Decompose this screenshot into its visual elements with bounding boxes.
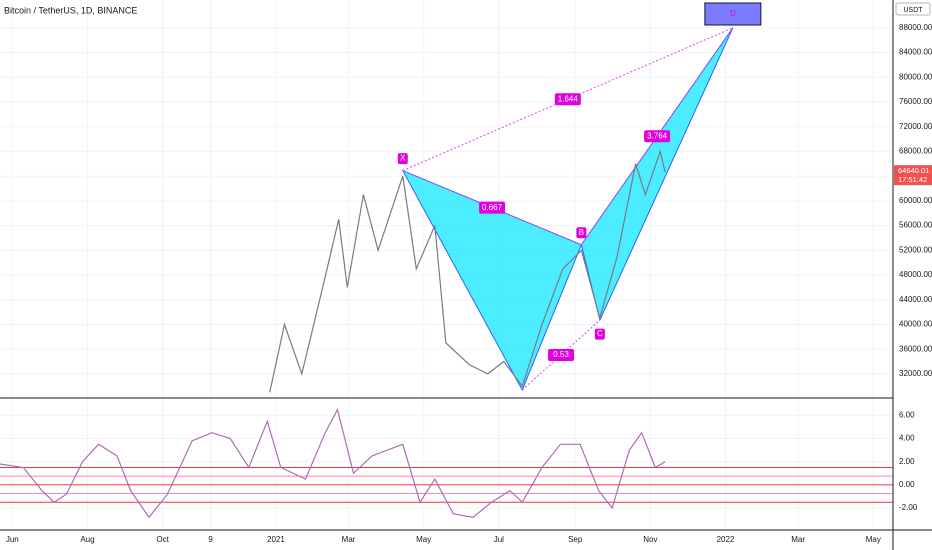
y-tick-label: 2.00 xyxy=(899,457,915,466)
x-tick-label: Aug xyxy=(80,535,94,544)
x-tick-label: Jul xyxy=(494,535,504,544)
y-tick-label: 80000.00 xyxy=(899,72,932,81)
y-tick-label: 56000.00 xyxy=(899,221,932,230)
x-tick-label: Jun xyxy=(6,535,19,544)
point-label: B xyxy=(579,228,584,237)
y-tick-label: 76000.00 xyxy=(899,97,932,106)
price-line xyxy=(0,407,666,519)
price-tag-value: 64640.01 xyxy=(898,166,929,175)
y-tick-label: 60000.00 xyxy=(899,196,932,205)
x-tick-label: May xyxy=(416,535,431,544)
y-tick-label: -2.00 xyxy=(899,503,918,512)
point-box xyxy=(576,227,587,239)
price-pane: X B C D 0.667 0.53 3.764 1.644 xyxy=(0,0,893,398)
ratio-box xyxy=(554,93,581,106)
x-tick-label: Nov xyxy=(643,535,657,544)
y-tick-label: 44000.00 xyxy=(899,295,932,304)
x-tick-label: 2021 xyxy=(267,535,285,544)
y-tick-label: 32000.00 xyxy=(899,369,932,378)
ratio-label: 0.53 xyxy=(553,350,569,359)
oscillator-pane xyxy=(0,398,893,530)
x-tick-label: Mar xyxy=(342,535,356,544)
y-tick-label: 36000.00 xyxy=(899,344,932,353)
ratio-box xyxy=(479,201,506,214)
point-box xyxy=(397,153,408,165)
y-tick-label: 52000.00 xyxy=(899,245,932,254)
point-box xyxy=(704,2,762,26)
point-box xyxy=(594,328,605,340)
y-tick-label: 48000.00 xyxy=(899,270,932,279)
x-tick-label: Oct xyxy=(156,535,169,544)
currency: USDT xyxy=(903,7,923,14)
ratio-box xyxy=(644,130,671,143)
y-tick-label: 68000.00 xyxy=(899,147,932,156)
price-tag xyxy=(894,165,932,186)
x-tick-label: 2022 xyxy=(717,535,735,544)
ratio-label: 1.644 xyxy=(558,94,579,103)
price-line xyxy=(269,149,666,393)
chart-title: Bitcoin / TetherUS, 1D, BINANCE xyxy=(4,5,137,15)
point-label: C xyxy=(597,329,603,338)
x-tick-label: Mar xyxy=(791,535,805,544)
y-tick-label: 40000.00 xyxy=(899,320,932,329)
ratio-label: 3.764 xyxy=(647,131,668,140)
currency-box xyxy=(895,2,931,16)
point-label: D xyxy=(730,9,736,18)
y-tick-label: 88000.00 xyxy=(899,23,932,32)
x-tick-label: 9 xyxy=(208,535,213,544)
ratio-box xyxy=(548,349,575,362)
point-label: X xyxy=(400,154,406,163)
y-tick-label: 72000.00 xyxy=(899,122,932,131)
x-tick-label: May xyxy=(866,535,881,544)
y-tick-label: 84000.00 xyxy=(899,48,932,57)
ratio-label: 0.667 xyxy=(482,203,503,212)
countdown: 17:51:42 xyxy=(898,175,927,184)
y-tick-label: 4.00 xyxy=(899,434,915,443)
y-tick-label: 0.00 xyxy=(899,480,915,489)
x-tick-label: Sep xyxy=(568,535,583,544)
y-tick-label: 6.00 xyxy=(899,410,915,419)
